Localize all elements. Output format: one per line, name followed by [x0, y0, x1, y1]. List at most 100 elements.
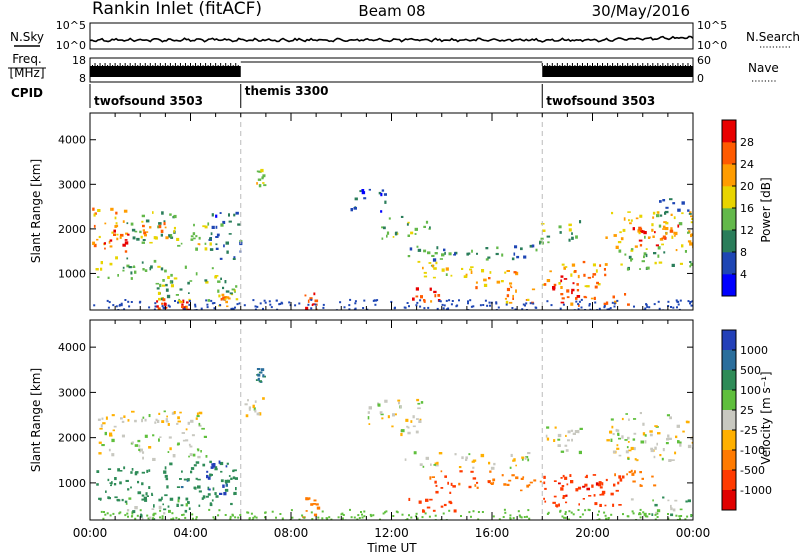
heatmap-cell — [276, 308, 279, 310]
heatmap-cell — [142, 268, 145, 271]
heatmap-cell — [652, 235, 655, 238]
heatmap-cell — [575, 488, 579, 492]
heatmap-cell — [119, 233, 124, 237]
heatmap-cell — [394, 232, 398, 236]
heatmap-cell — [222, 220, 226, 224]
heatmap-cell — [627, 303, 630, 306]
colorbar-swatch — [722, 430, 736, 451]
heatmap-cell — [436, 461, 439, 465]
heatmap-cell — [674, 499, 678, 502]
heatmap-cell — [641, 260, 645, 263]
heatmap-cell — [618, 475, 622, 479]
heatmap-cell — [423, 225, 426, 228]
heatmap-cell — [592, 275, 594, 278]
heatmap-cell — [145, 219, 150, 223]
heatmap-cell — [419, 418, 422, 421]
heatmap-cell — [679, 441, 682, 444]
heatmap-cell — [656, 509, 661, 513]
heatmap-cell — [164, 494, 168, 497]
heatmap-cell — [153, 308, 156, 310]
heatmap-cell — [120, 304, 123, 307]
heatmap-cell — [467, 300, 469, 303]
heatmap-cell — [179, 411, 182, 414]
heatmap-cell — [628, 255, 632, 259]
heatmap-cell — [570, 429, 574, 432]
heatmap-cell — [141, 517, 144, 520]
heatmap-cell — [542, 283, 545, 286]
heatmap-cell — [634, 458, 637, 461]
heatmap-cell — [587, 276, 592, 279]
colorbar-frame — [721, 329, 737, 511]
heatmap-cell — [628, 418, 630, 421]
heatmap-cell — [460, 515, 462, 517]
heatmap-cell — [404, 458, 407, 461]
heatmap-cell — [211, 302, 214, 305]
heatmap-cell — [137, 491, 142, 495]
heatmap-cell — [485, 247, 489, 250]
heatmap-cell — [225, 290, 230, 293]
heatmap-cell — [470, 515, 472, 518]
heatmap-cell — [252, 404, 255, 409]
heatmap-cell — [569, 474, 572, 477]
heatmap-cell — [137, 480, 140, 484]
heatmap-cell — [562, 474, 565, 478]
heatmap-cell — [258, 170, 262, 173]
heatmap-cell — [368, 423, 371, 425]
heatmap-cell — [483, 278, 487, 282]
heatmap-cell — [182, 439, 186, 442]
heatmap-cell — [523, 255, 527, 259]
heatmap-cell — [506, 294, 510, 298]
heatmap-cell — [258, 412, 262, 416]
heatmap-cell — [674, 235, 676, 237]
heatmap-cell — [613, 234, 617, 237]
heatmap-cell — [229, 515, 232, 518]
heatmap-cell — [566, 289, 570, 293]
heatmap-cell — [570, 273, 573, 277]
heatmap-cell — [196, 412, 199, 416]
colorbar-swatch — [722, 470, 736, 491]
heatmap-cell — [193, 464, 197, 467]
heatmap-cell — [422, 509, 425, 513]
heatmap-cell — [214, 275, 218, 279]
heatmap-cell — [426, 506, 431, 509]
heatmap-cell — [220, 277, 222, 280]
heatmap-cell — [109, 434, 113, 437]
heatmap-cell — [586, 487, 590, 491]
heatmap-cell — [350, 516, 353, 519]
heatmap-cell — [449, 491, 452, 494]
heatmap-cell — [553, 480, 557, 482]
heatmap-cell — [191, 434, 195, 437]
heatmap-cell — [595, 269, 598, 273]
heatmap-cell — [220, 297, 223, 301]
heatmap-cell — [105, 416, 108, 420]
heatmap-cell — [214, 492, 217, 496]
heatmap-cell — [230, 307, 233, 310]
heatmap-cell — [382, 512, 385, 515]
heatmap-cell — [226, 462, 229, 465]
heatmap-cell — [233, 491, 237, 495]
heatmap-cell — [416, 301, 419, 304]
heatmap-cell — [521, 457, 524, 461]
heatmap-cell — [481, 269, 485, 273]
heatmap-cell — [311, 518, 314, 520]
heatmap-cell — [604, 504, 607, 507]
heatmap-cell — [205, 455, 208, 458]
cpid-segment-label: twofsound 3503 — [94, 94, 203, 108]
heatmap-cell — [141, 498, 145, 501]
heatmap-cell — [126, 264, 130, 268]
colorbar-tick-label: 1000 — [740, 344, 768, 357]
heatmap-cell — [558, 225, 562, 229]
heatmap-cell — [420, 295, 423, 299]
heatmap-cell — [305, 497, 308, 501]
heatmap-cell — [421, 516, 424, 519]
heatmap-cell — [217, 289, 220, 293]
heatmap-cell — [433, 267, 437, 270]
heatmap-cell — [515, 476, 519, 480]
heatmap-cell — [560, 279, 563, 283]
heatmap-cell — [547, 241, 550, 244]
heatmap-cell — [96, 483, 99, 486]
heatmap-cell — [233, 469, 237, 472]
heatmap-cell — [524, 304, 526, 307]
heatmap-cell — [157, 225, 160, 229]
